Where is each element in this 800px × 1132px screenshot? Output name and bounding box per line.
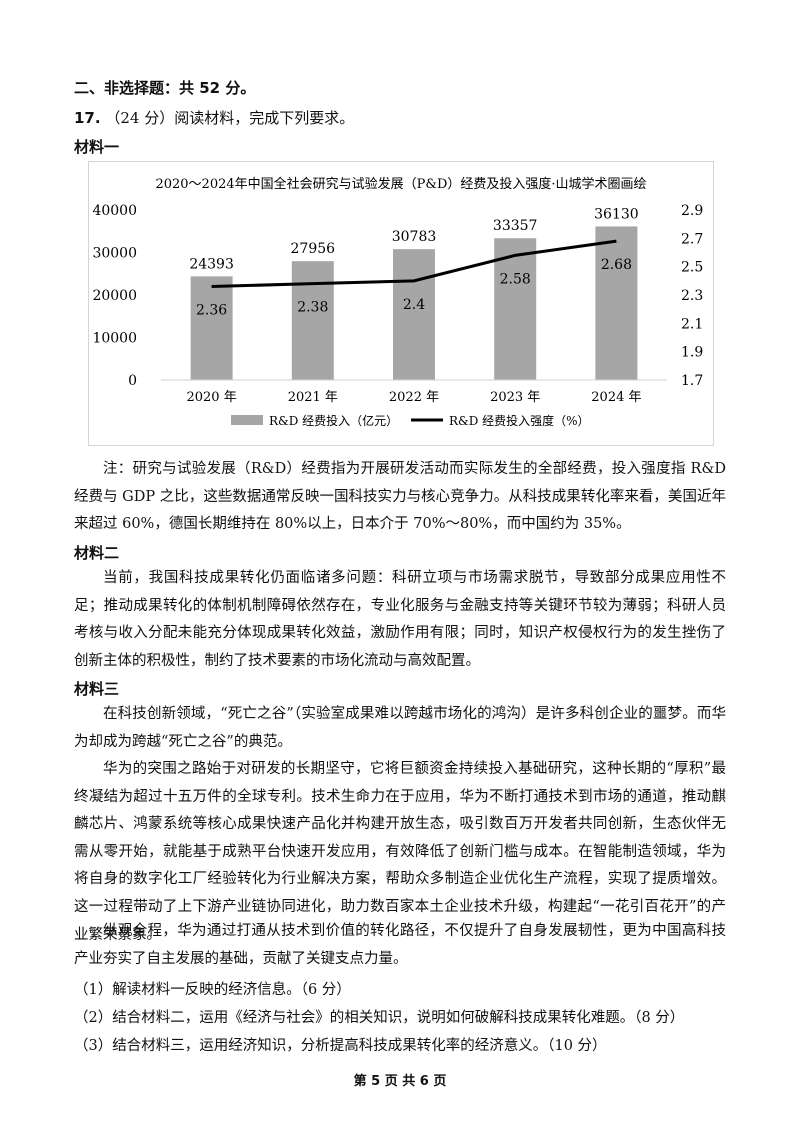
x-category-label: 2022 年 bbox=[389, 390, 439, 405]
legend-line-label: R&D 经费投入强度（%） bbox=[449, 413, 590, 428]
y-right-tick: 2.3 bbox=[681, 288, 703, 304]
material3-heading: 材料三 bbox=[74, 680, 120, 698]
x-category-label: 2021 年 bbox=[288, 390, 338, 405]
y-right-tick: 2.5 bbox=[681, 260, 703, 276]
bar-value-label: 24393 bbox=[189, 256, 234, 272]
y-right-tick: 2.1 bbox=[681, 316, 703, 332]
rd-bar bbox=[291, 261, 334, 380]
line-value-label: 2.36 bbox=[196, 303, 227, 319]
question-number: 17. bbox=[74, 109, 101, 127]
page-footer: 第 5 页 共 6 页 bbox=[353, 1074, 447, 1089]
y-right-tick: 1.7 bbox=[681, 373, 703, 389]
rd-bar bbox=[393, 249, 435, 380]
rd-bar bbox=[190, 276, 233, 380]
rd-chart: 2020～2024年中国全社会研究与试验发展（P&D）经费及投入强度·山城学术圈… bbox=[88, 161, 714, 446]
line-value-label: 2.4 bbox=[403, 297, 425, 313]
material1-note: 注：研究与试验发展（R&D）经费指为开展研发活动而实际发生的全部经费，投入强度指… bbox=[74, 461, 726, 533]
y-right-tick: 2.9 bbox=[681, 203, 703, 219]
line-value-label: 2.68 bbox=[601, 257, 632, 273]
material1-heading: 材料一 bbox=[74, 138, 120, 156]
line-value-label: 2.58 bbox=[500, 271, 531, 287]
y-left-tick: 40000 bbox=[92, 203, 137, 219]
x-category-label: 2024 年 bbox=[591, 390, 641, 405]
material2-heading: 材料二 bbox=[74, 544, 120, 562]
chart-title: 2020～2024年中国全社会研究与试验发展（P&D）经费及投入强度·山城学术圈… bbox=[155, 176, 646, 192]
section-heading: 二、非选择题：共 52 分。 bbox=[74, 79, 256, 97]
question-title: 17. （24 分）阅读材料，完成下列要求。 bbox=[74, 107, 354, 128]
x-category-label: 2023 年 bbox=[490, 390, 540, 405]
legend: R&D 经费投入（亿元） R&D 经费投入强度（%） bbox=[231, 413, 590, 428]
y-left-tick: 20000 bbox=[92, 288, 137, 304]
rd-bar bbox=[494, 238, 537, 380]
bar-value-label: 36130 bbox=[594, 206, 639, 222]
rd-chart-svg: 2020～2024年中国全社会研究与试验发展（P&D）经费及投入强度·山城学术圈… bbox=[92, 176, 703, 428]
requirement-item: （2）结合材料二，运用《经济与社会》的相关知识，说明如何破解科技成果转化难题。（… bbox=[74, 1010, 685, 1026]
y-left-tick: 10000 bbox=[92, 331, 137, 347]
material2-text: 当前，我国科技成果转化仍面临诸多问题：科研立项与市场需求脱节，导致部分成果应用性… bbox=[74, 570, 726, 669]
y-right-tick: 1.9 bbox=[681, 345, 703, 361]
bar-value-label: 33357 bbox=[493, 218, 538, 234]
requirement-item: （1）解读材料一反映的经济信息。（6 分） bbox=[74, 982, 351, 998]
intensity-line bbox=[211, 239, 617, 288]
line-value-label: 2.38 bbox=[297, 300, 328, 316]
y-left-tick: 0 bbox=[128, 373, 137, 389]
y-right-tick: 2.7 bbox=[681, 231, 703, 247]
bar-value-label: 27956 bbox=[291, 241, 336, 257]
question-text: （24 分）阅读材料，完成下列要求。 bbox=[105, 109, 355, 127]
material3-paragraph: 华为的突围之路始于对研发的长期坚守，它将巨额资金持续投入基础研究，这种长期的“厚… bbox=[74, 761, 726, 943]
legend-bar-swatch bbox=[231, 415, 263, 425]
requirement-item: （3）结合材料三，运用经济知识，分析提高科技成果转化率的经济意义。（10 分） bbox=[74, 1038, 607, 1054]
bar-value-label: 30783 bbox=[392, 229, 437, 245]
material3-paragraph: 纵观全程，华为通过打通从技术到价值的转化路径，不仅提升了自身发展韧性，更为中国高… bbox=[74, 923, 726, 967]
x-category-label: 2020 年 bbox=[186, 390, 236, 405]
y-left-tick: 30000 bbox=[92, 246, 137, 262]
rd-bar bbox=[595, 226, 638, 380]
material3-paragraph: 在科技创新领域，“死亡之谷”（实验室成果难以跨越市场化的鸿沟）是许多科创企业的噩… bbox=[74, 706, 726, 750]
legend-bar-label: R&D 经费投入（亿元） bbox=[269, 413, 398, 428]
